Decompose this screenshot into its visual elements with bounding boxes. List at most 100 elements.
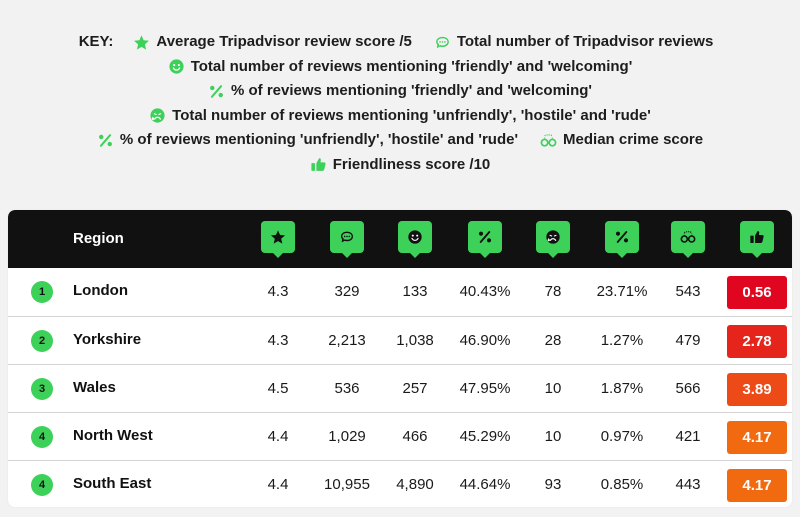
crime-cell: 543 [675,283,701,300]
rank-badge: 3 [31,378,53,400]
friendliness-score-badge: 3.89 [727,373,787,406]
region-name: North West [73,427,153,444]
key-item-friendly-count: Total number of reviews mentioning 'frie… [168,55,633,80]
friendly-count-cell: 257 [402,380,428,397]
column-header-friendly-count [398,221,432,258]
column-header-friendliness [740,221,774,258]
rank-badge: 2 [31,330,53,352]
total-reviews-cell: 536 [334,380,360,397]
key-line-6: Friendliness score /10 [0,153,800,178]
key-line-3: % of reviews mentioning 'friendly' and '… [0,79,800,104]
rank-badge: 4 [31,426,53,448]
key-item-text: Friendliness score /10 [332,155,491,173]
friendliness-score-badge: 0.56 [727,276,787,309]
key-line-5: % of reviews mentioning 'unfriendly', 'h… [0,128,800,153]
key-item-text: Total number of reviews mentioning 'frie… [190,57,633,75]
star-icon [133,34,150,51]
thumbs-up-icon [749,229,765,245]
star-icon [270,229,286,245]
column-header-total-reviews [330,221,364,258]
crime-cell: 443 [675,476,701,493]
chat-bubble-icon [434,34,451,51]
unfriendly-count-cell: 10 [544,380,562,397]
key-item-text: Median crime score [563,131,704,148]
total-reviews-cell: 2,213 [328,332,366,349]
key-line-4: Total number of reviews mentioning 'unfr… [0,104,800,129]
friendliness-score-badge: 2.78 [727,325,787,358]
table-row: 2 Yorkshire 4.3 2,213 1,038 46.90% 28 1.… [8,316,792,364]
avg-score-cell: 4.4 [267,476,289,493]
key-item-text: % of reviews mentioning 'unfriendly', 'h… [119,131,519,148]
unfriendly-pct-cell: 0.97% [600,428,644,445]
friendliness-score-badge: 4.17 [727,421,787,454]
legend-key: KEY: Average Tripadvisor review score /5… [0,30,800,177]
table-row: 1 London 4.3 329 133 40.43% 78 23.71% 54… [8,268,792,316]
friendly-count-cell: 1,038 [396,332,434,349]
table-row: 4 North West 4.4 1,029 466 45.29% 10 0.9… [8,412,792,460]
percent-icon [208,83,225,100]
handcuffs-icon [680,229,696,245]
friendly-pct-cell: 45.29% [459,428,511,445]
handcuffs-icon [540,132,557,149]
table-row: 3 Wales 4.5 536 257 47.95% 10 1.87% 566 … [8,364,792,412]
friendly-pct-cell: 46.90% [459,332,511,349]
key-item-total-reviews: Total number of Tripadvisor reviews [434,30,713,55]
friendly-count-cell: 466 [402,428,428,445]
region-name: London [73,282,128,299]
key-item-text: Total number of Tripadvisor reviews [456,33,714,50]
column-header-unfriendly-count [536,221,570,258]
key-item-avg-score: Average Tripadvisor review score /5 [133,30,412,55]
column-header-avg-score [261,221,295,258]
region-name: Yorkshire [73,331,142,348]
crime-cell: 421 [675,428,701,445]
key-item-unfriendly-pct: % of reviews mentioning 'unfriendly', 'h… [97,128,518,153]
avg-score-cell: 4.5 [267,380,289,397]
unfriendly-count-cell: 93 [544,476,562,493]
unfriendly-pct-cell: 23.71% [596,283,648,300]
friendliness-score-badge: 4.17 [727,469,787,502]
unfriendly-pct-cell: 1.27% [600,332,644,349]
friendly-pct-cell: 47.95% [459,380,511,397]
avg-score-cell: 4.3 [267,332,289,349]
avg-score-cell: 4.4 [267,428,289,445]
key-item-unfriendly-count: Total number of reviews mentioning 'unfr… [149,104,651,129]
crime-cell: 479 [675,332,701,349]
key-item-text: % of reviews mentioning 'friendly' and '… [231,82,592,99]
unfriendly-count-cell: 10 [544,428,562,445]
friendly-pct-cell: 40.43% [459,283,511,300]
chat-bubble-icon [339,229,355,245]
column-header-unfriendly-pct [605,221,639,258]
total-reviews-cell: 1,029 [328,428,366,445]
key-item-text: Total number of reviews mentioning 'unfr… [172,106,651,124]
total-reviews-cell: 10,955 [324,476,370,493]
percent-icon [477,229,493,245]
rank-badge: 4 [31,474,53,496]
friendliness-table: Region 1 London 4.3 329 133 40.43% 78 23… [8,210,792,507]
key-line-1: KEY: Average Tripadvisor review score /5… [0,30,800,55]
friendly-count-cell: 133 [402,283,428,300]
table-header: Region [8,210,792,268]
smiley-icon [407,229,423,245]
friendly-count-cell: 4,890 [396,476,434,493]
avg-score-cell: 4.3 [267,283,289,300]
column-header-friendly-pct [468,221,502,258]
smiley-icon [168,58,185,75]
table-row: 4 South East 4.4 10,955 4,890 44.64% 93 … [8,460,792,507]
sad-face-icon [149,107,166,124]
key-item-friendliness: Friendliness score /10 [310,153,491,178]
unfriendly-pct-cell: 1.87% [600,380,644,397]
sad-face-icon [545,229,561,245]
rank-badge: 1 [31,281,53,303]
key-line-2: Total number of reviews mentioning 'frie… [0,55,800,80]
key-item-text: Average Tripadvisor review score /5 [156,33,412,50]
key-label: KEY: [78,33,114,50]
unfriendly-count-cell: 28 [544,332,562,349]
unfriendly-pct-cell: 0.85% [600,476,644,493]
percent-icon [614,229,630,245]
crime-cell: 566 [675,380,701,397]
region-name: South East [73,475,152,492]
friendly-pct-cell: 44.64% [459,476,511,493]
region-name: Wales [73,379,116,396]
thumbs-up-icon [310,156,327,173]
column-header-region: Region [73,230,124,247]
